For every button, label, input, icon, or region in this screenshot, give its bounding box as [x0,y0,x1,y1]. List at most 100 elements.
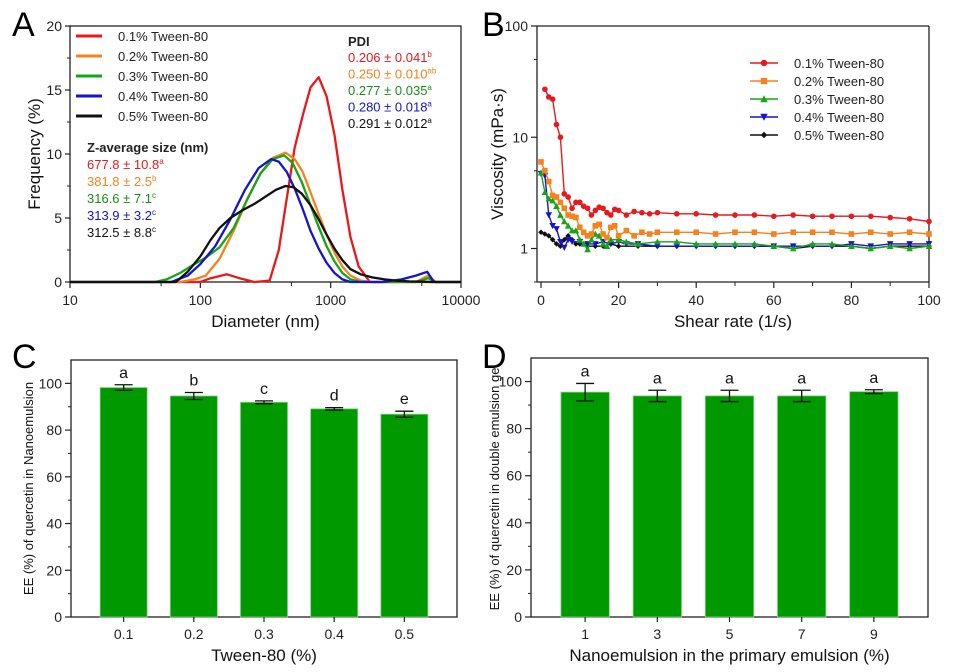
legend-label: 0.2% Tween-80 [794,74,884,89]
panel-label-d: D [482,338,507,376]
y-tick-label: 60 [46,469,62,485]
y-tick-label: 40 [506,515,522,531]
legend-label: 0.1% Tween-80 [794,56,884,71]
series-line-5 [70,184,461,284]
data-point [604,234,610,241]
data-point [809,240,816,247]
data-point [557,238,564,246]
bar [169,395,218,618]
data-point [646,231,653,237]
data-point [673,238,681,245]
x-tick-label: 10000 [442,292,481,308]
zavg-title: Z-average size (nm) [87,140,208,155]
data-point [751,240,758,247]
x-tick-label: 0.3 [254,626,274,642]
data-point [553,121,560,128]
bar [380,413,429,618]
data-point [584,233,591,239]
pdi-value: 0.280 ± 0.018a [348,100,432,115]
legend-label: 0.4% Tween-80 [118,89,208,104]
data-point [867,245,875,252]
series-line [540,161,930,239]
y-tick-label: 0 [54,609,62,625]
y-tick-label: 5 [54,210,62,226]
x-tick-label: 20 [611,292,627,308]
data-point [639,209,645,216]
y-tick-label: 10 [512,129,528,145]
data-point [693,211,699,217]
data-point [623,238,630,245]
data-point [731,240,739,247]
x-tick-label: 60 [766,292,782,308]
legend-label: 0.3% Tween-80 [794,92,884,107]
y-tick-label: 1 [520,241,528,257]
data-point [600,205,606,212]
significance-label: a [725,370,734,387]
data-point [887,231,893,237]
legend-label: 0.5% Tween-80 [118,109,208,124]
data-point [549,96,556,102]
data-point [654,238,661,245]
data-point [623,212,630,218]
data-point [712,231,719,237]
data-point [712,240,719,247]
data-point [732,212,738,218]
x-tick-label: 0.2 [184,626,204,642]
panel-c-ee-nanoemulsion: 0 20 40 60 80 100 a 0.1 b 0.2 c 0.3 d 0.4 e 0.5 Tween-80… [21,359,458,665]
y-axis-label: EE (%) of quercetin in Nanoemulsion [21,382,36,595]
legend-label: 0.3% Tween-80 [118,69,208,84]
significance-label: c [260,381,268,398]
data-point [771,213,777,220]
data-point [573,241,579,247]
data-point [608,212,614,218]
data-point [565,194,571,200]
data-point [654,209,661,216]
data-point [542,231,548,237]
x-axis-label: Nanoemulsion in the primary emulsion (%) [569,646,889,665]
y-tick-label: 20 [46,18,62,34]
data-point [926,218,932,225]
data-point [541,189,549,196]
data-point [573,199,579,206]
data-point [615,207,622,214]
data-point [615,233,622,239]
data-point [537,169,545,176]
data-point [549,222,556,230]
legend-label: 0.1% Tween-80 [118,29,208,44]
y-axis-label: Viscosity (mPa·s) [488,88,507,220]
significance-label: a [797,370,806,387]
data-point [584,241,591,248]
x-tick-label: 5 [726,626,734,642]
x-tick-label: 0.4 [324,626,344,642]
x-tick-label: 1000 [315,292,346,308]
zavg-value: 312.5 ± 8.8c [87,225,156,240]
panel-label-a: A [12,6,35,44]
data-point [848,231,855,237]
bar [560,391,610,618]
data-point [600,231,606,237]
data-point [631,233,637,239]
data-point [623,227,630,234]
data-point [538,229,544,236]
data-point [569,213,575,220]
x-tick-label: 0.5 [395,626,415,642]
data-point [790,212,796,218]
data-point [848,213,855,220]
data-point [760,113,768,121]
bar [99,387,148,618]
legend-label: 0.2% Tween-80 [118,49,208,64]
pdi-value: 0.277 ± 0.035a [348,83,432,98]
data-point [569,205,575,212]
data-point [615,236,622,243]
y-tick-label: 0 [514,609,522,625]
panel-a-size-distribution: 0 5 10 15 20 10 100 1000 10000 Diameter (nm) Frequ… [25,18,481,331]
data-point [596,221,602,228]
data-point [654,229,661,236]
data-point [906,241,913,248]
data-point [568,238,576,246]
y-tick-label: 100 [39,375,63,391]
y-tick-label: 100 [505,18,529,34]
data-point [615,243,622,249]
data-point [577,199,583,206]
